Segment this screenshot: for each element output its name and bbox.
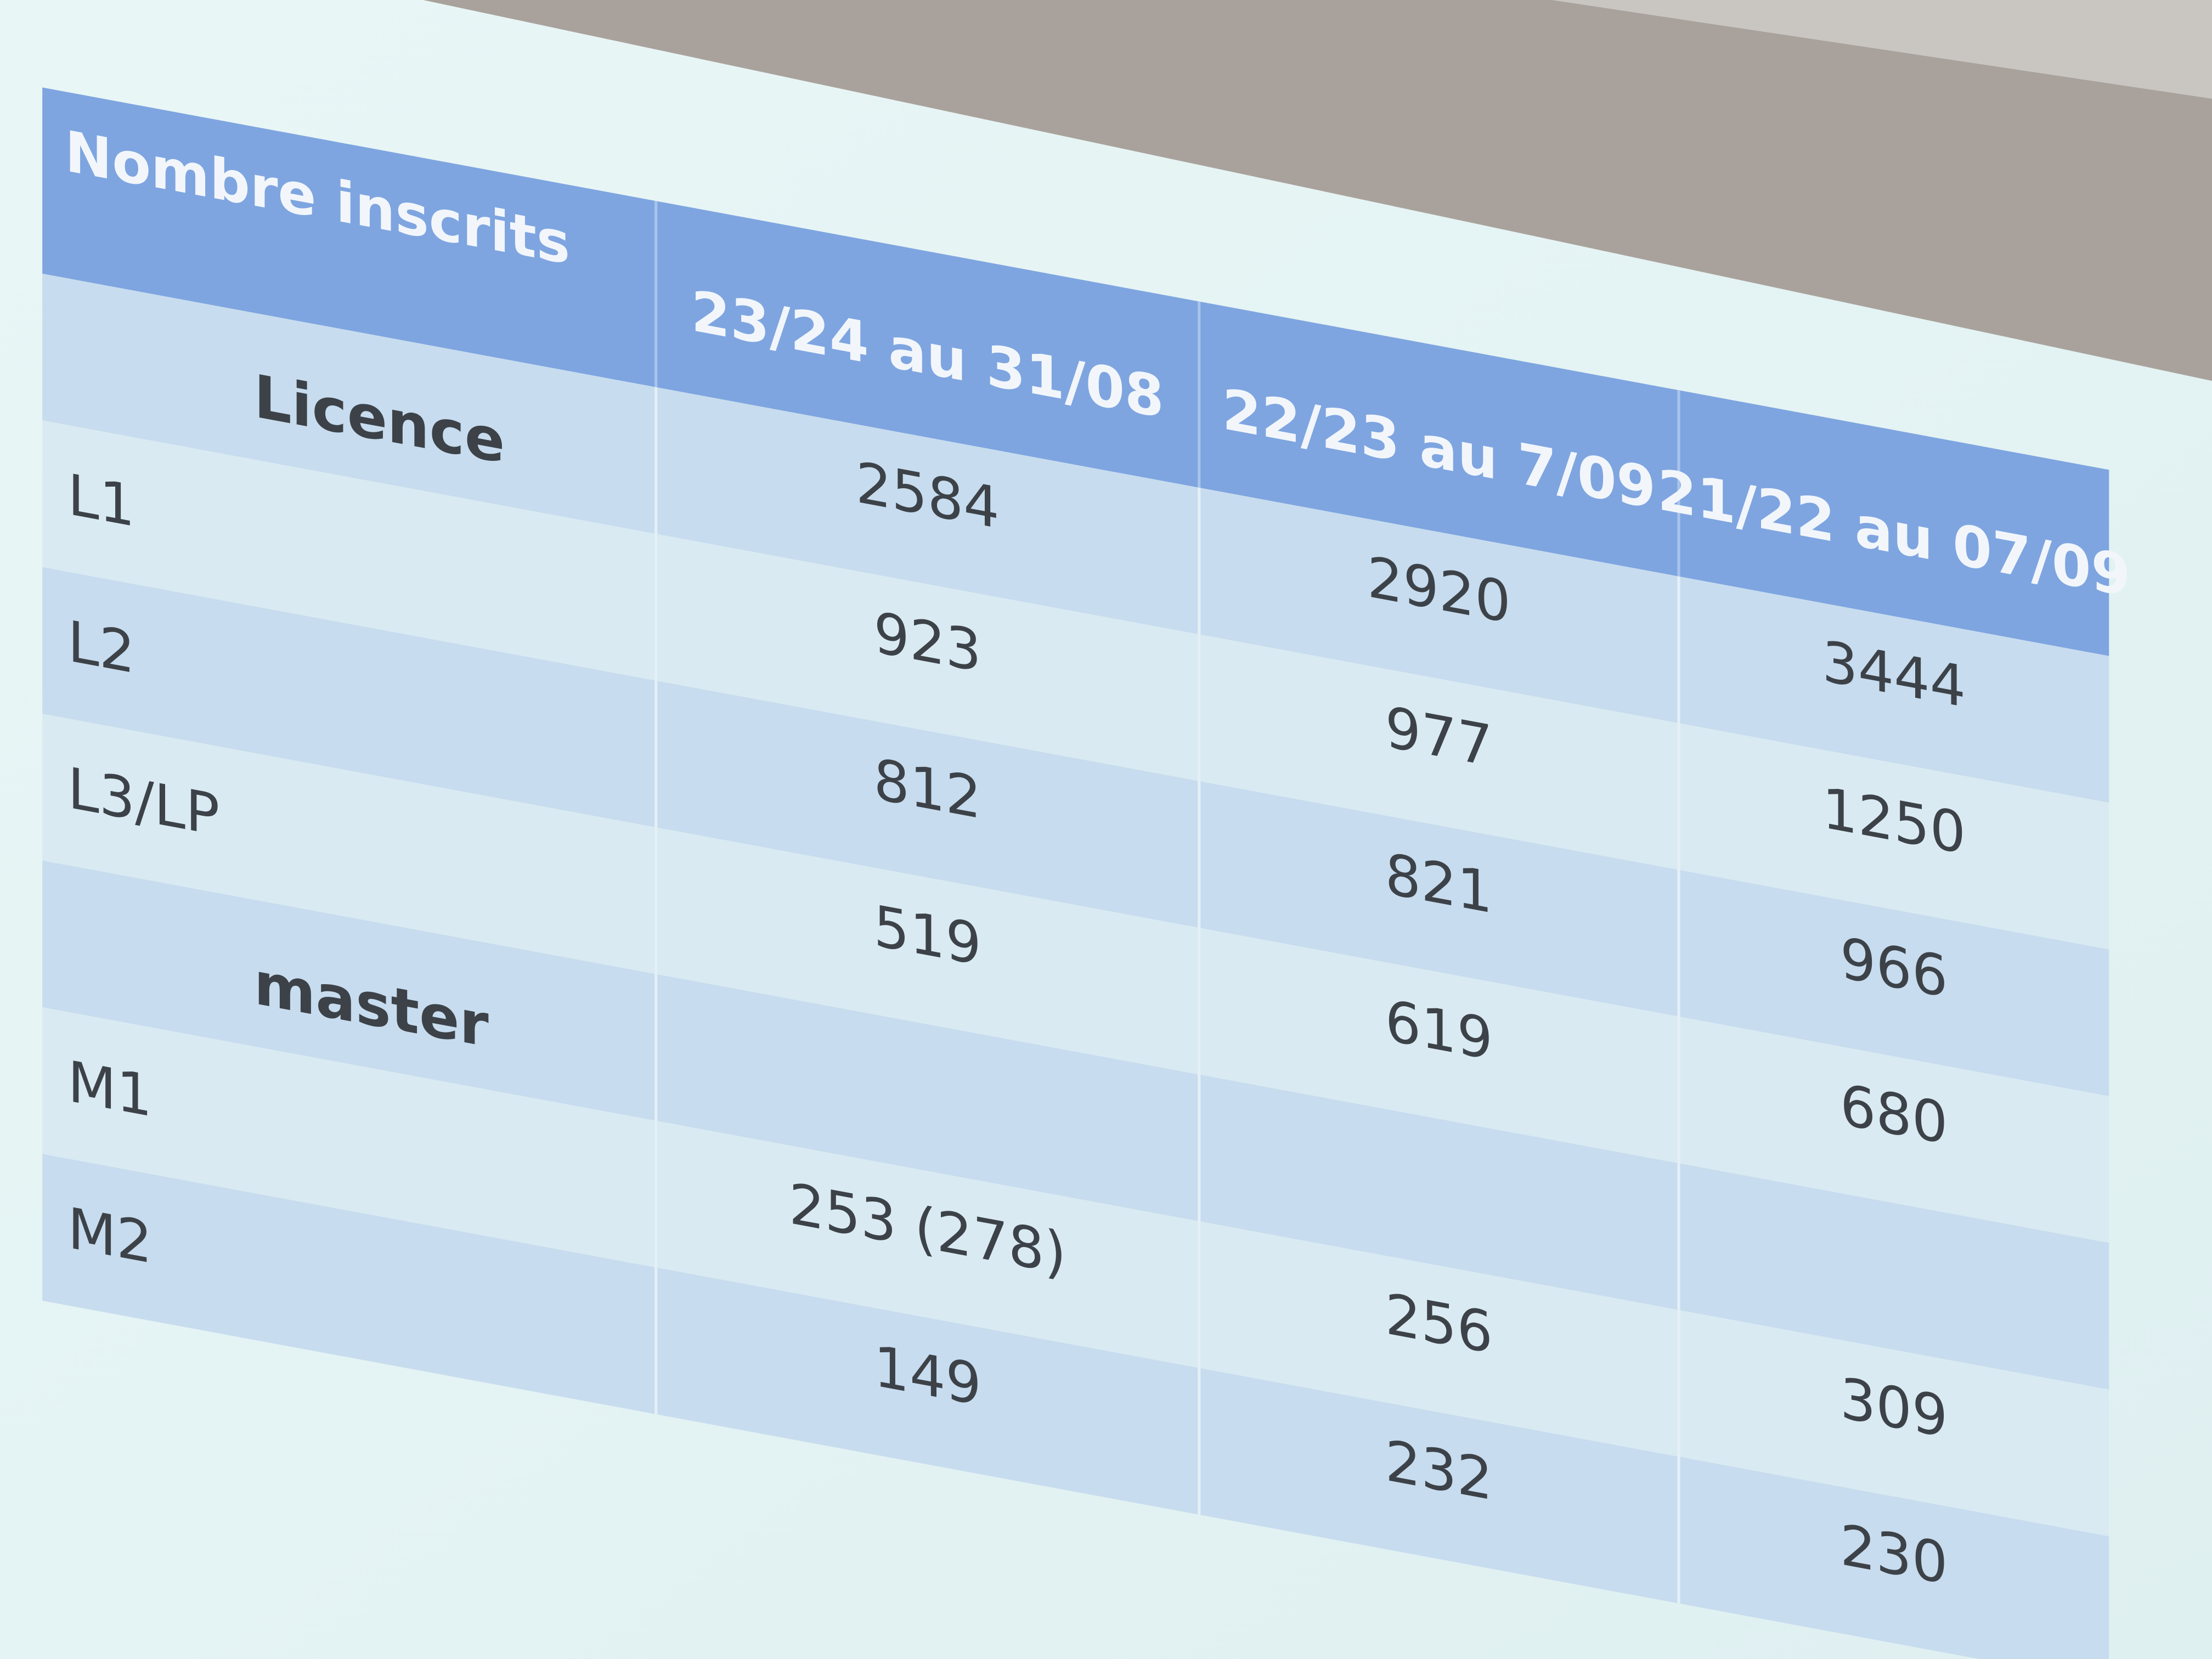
table-row: [42, 714, 2109, 1243]
row-label: M2: [67, 1196, 152, 1277]
table-row: [42, 1154, 2109, 1659]
row-label: M1: [67, 1049, 152, 1130]
wall-light: [1551, 0, 2212, 99]
wall: [423, 0, 2212, 381]
table-row: [42, 273, 2109, 803]
header-row: [42, 87, 2109, 656]
table-row: [42, 567, 2109, 1097]
row-label: L2: [67, 609, 135, 687]
table-row: [42, 420, 2109, 950]
row-label: L1: [67, 462, 135, 540]
table-row: [42, 860, 2109, 1390]
table-row: [42, 1007, 2109, 1537]
